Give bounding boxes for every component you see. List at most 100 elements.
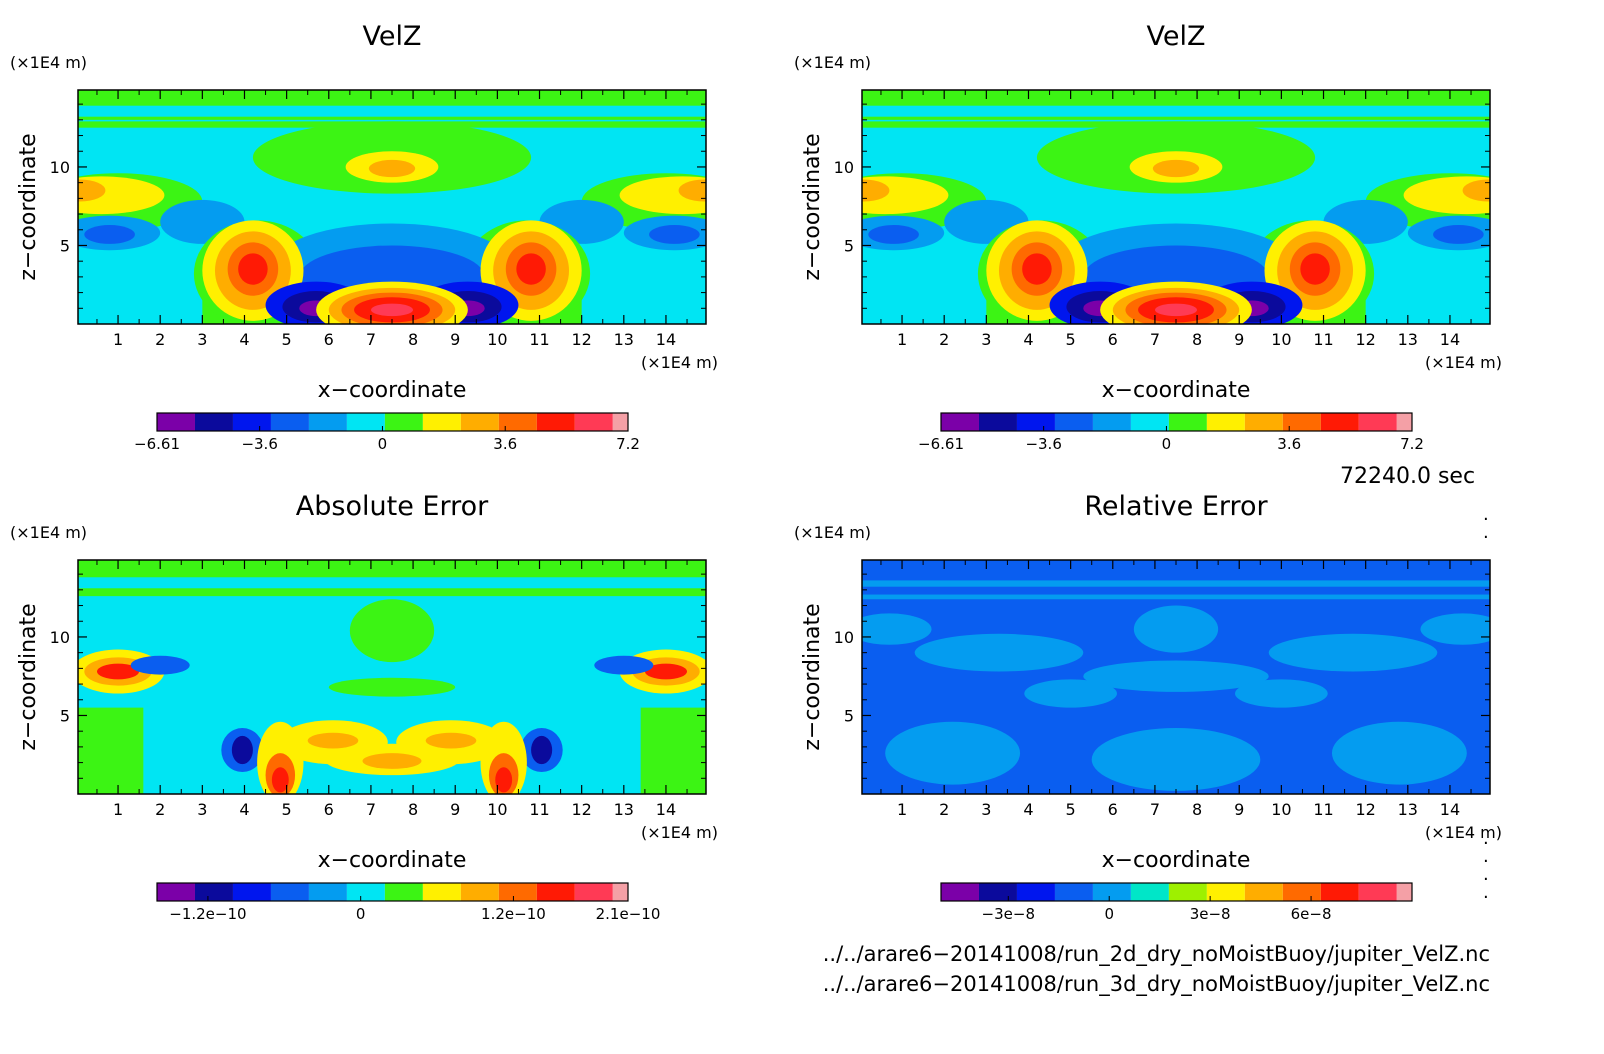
colorbar-swatch bbox=[1282, 883, 1321, 901]
field-contour bbox=[1083, 660, 1269, 692]
field-contour bbox=[516, 253, 546, 285]
x-tick-label: 10 bbox=[487, 800, 507, 819]
colorbar-frame bbox=[156, 412, 629, 432]
separator-dots-upper: .. bbox=[1483, 504, 1489, 543]
x-tick-label: 8 bbox=[1192, 800, 1202, 819]
x-tick-label: 4 bbox=[1023, 330, 1033, 349]
x-axis-unit: (×1E4 m) bbox=[1425, 823, 1502, 842]
colorbar-tick-label: −3.6 bbox=[1025, 435, 1061, 453]
field-contour bbox=[862, 179, 890, 202]
field-contour bbox=[84, 225, 135, 244]
y-axis-label: z−coordinate bbox=[16, 133, 41, 280]
colorbar-swatch bbox=[460, 413, 499, 431]
field-contour bbox=[1268, 633, 1438, 672]
heatmap-field bbox=[862, 560, 1490, 794]
x-tick-label: 1 bbox=[113, 330, 123, 349]
colorbar-frame bbox=[156, 882, 629, 902]
colorbar-tick-label: −6.61 bbox=[134, 435, 180, 453]
colorbar-swatch bbox=[157, 413, 195, 431]
colorbar-swatch bbox=[1054, 413, 1093, 431]
x-tick-label: 9 bbox=[1234, 800, 1244, 819]
x-tick-label: 12 bbox=[571, 800, 591, 819]
colorbar-swatch bbox=[384, 413, 423, 431]
y-axis-label: z−coordinate bbox=[800, 133, 825, 280]
field-contour bbox=[531, 735, 553, 765]
x-tick-label: 8 bbox=[408, 330, 418, 349]
x-tick-label: 6 bbox=[1108, 330, 1118, 349]
field-contour bbox=[640, 707, 706, 794]
x-axis-label: x−coordinate bbox=[318, 378, 467, 403]
field-contour bbox=[307, 732, 359, 749]
x-tick-label: 1 bbox=[897, 800, 907, 819]
x-tick-label: 12 bbox=[1355, 330, 1375, 349]
field-band bbox=[78, 560, 706, 578]
colorbar-swatch bbox=[194, 413, 233, 431]
x-tick-label: 4 bbox=[1023, 800, 1033, 819]
panel-title: VelZ bbox=[363, 21, 422, 52]
y-axis-unit: (×1E4 m) bbox=[10, 523, 87, 542]
colorbar-tick-label: 2.1e−10 bbox=[596, 905, 661, 923]
colorbar-swatch bbox=[308, 883, 347, 901]
x-tick-label: 5 bbox=[1066, 330, 1076, 349]
colorbar-tick-label: 1.2e−10 bbox=[481, 905, 546, 923]
x-tick-label: 3 bbox=[981, 330, 991, 349]
field-contour bbox=[1462, 179, 1490, 202]
colorbar-tick-label: 0 bbox=[378, 435, 388, 453]
colorbar-swatch bbox=[346, 883, 385, 901]
colorbar-swatch bbox=[612, 413, 628, 431]
colorbar-swatch bbox=[1244, 413, 1283, 431]
field-contour bbox=[495, 767, 513, 793]
colorbar-swatch bbox=[1320, 413, 1359, 431]
colorbar-swatch bbox=[498, 883, 537, 901]
field-band bbox=[78, 90, 706, 106]
x-tick-label: 9 bbox=[450, 800, 460, 819]
colorbar-swatch bbox=[574, 883, 613, 901]
x-tick-label: 13 bbox=[1398, 330, 1418, 349]
field-band bbox=[862, 90, 1490, 106]
x-axis-label: x−coordinate bbox=[1102, 378, 1251, 403]
y-tick-label: 10 bbox=[834, 158, 854, 177]
colorbar-tick-label: −6.61 bbox=[918, 435, 964, 453]
x-tick-label: 7 bbox=[366, 330, 376, 349]
field-contour bbox=[78, 707, 144, 794]
colorbar-swatch bbox=[232, 413, 271, 431]
colorbar-frame bbox=[940, 412, 1413, 432]
colorbar-swatch bbox=[1282, 413, 1321, 431]
y-axis-unit: (×1E4 m) bbox=[794, 53, 871, 72]
x-tick-label: 6 bbox=[1108, 800, 1118, 819]
colorbar-swatch bbox=[978, 413, 1017, 431]
colorbar: −3e−8 0 3e−8 6e−8 bbox=[940, 882, 1413, 923]
x-tick-label: 8 bbox=[1192, 330, 1202, 349]
field-contour bbox=[96, 663, 140, 680]
colorbar-swatch bbox=[1168, 883, 1207, 901]
colorbar-tick-label: −3e−8 bbox=[982, 905, 1035, 923]
field-contour bbox=[1091, 728, 1261, 791]
field-band bbox=[862, 119, 1490, 122]
colorbar-swatch bbox=[498, 413, 537, 431]
y-tick-label: 5 bbox=[844, 706, 854, 725]
panel-title: Absolute Error bbox=[296, 491, 489, 522]
colorbar-swatch bbox=[1320, 883, 1359, 901]
colorbar-swatch bbox=[1206, 413, 1245, 431]
colorbar-tick-label: 3.6 bbox=[1277, 435, 1301, 453]
x-axis-label: x−coordinate bbox=[318, 848, 467, 873]
separator-dots-lower: .... bbox=[1483, 828, 1489, 903]
colorbar-swatch bbox=[941, 883, 979, 901]
x-tick-label: 7 bbox=[366, 800, 376, 819]
colorbar: −1.2e−10 0 1.2e−10 2.1e−10 bbox=[156, 882, 661, 923]
x-tick-label: 5 bbox=[1066, 800, 1076, 819]
heatmap-field bbox=[78, 560, 706, 794]
field-contour bbox=[231, 735, 253, 765]
x-tick-label: 11 bbox=[529, 330, 549, 349]
panel-relative-error: Relative Error(×1E4 m)1 2 3 4 5 6 7 8 9 10 11 12 13 1… bbox=[794, 491, 1502, 923]
x-axis-unit: (×1E4 m) bbox=[1425, 353, 1502, 372]
colorbar-swatch bbox=[536, 883, 575, 901]
colorbar-swatch bbox=[1396, 883, 1412, 901]
x-tick-label: 8 bbox=[408, 800, 418, 819]
field-contour bbox=[1133, 605, 1219, 653]
colorbar-swatch bbox=[1358, 413, 1397, 431]
field-contour bbox=[425, 732, 477, 749]
y-tick-label: 10 bbox=[834, 628, 854, 647]
colorbar-swatch bbox=[460, 883, 499, 901]
colorbar-frame bbox=[940, 882, 1413, 902]
